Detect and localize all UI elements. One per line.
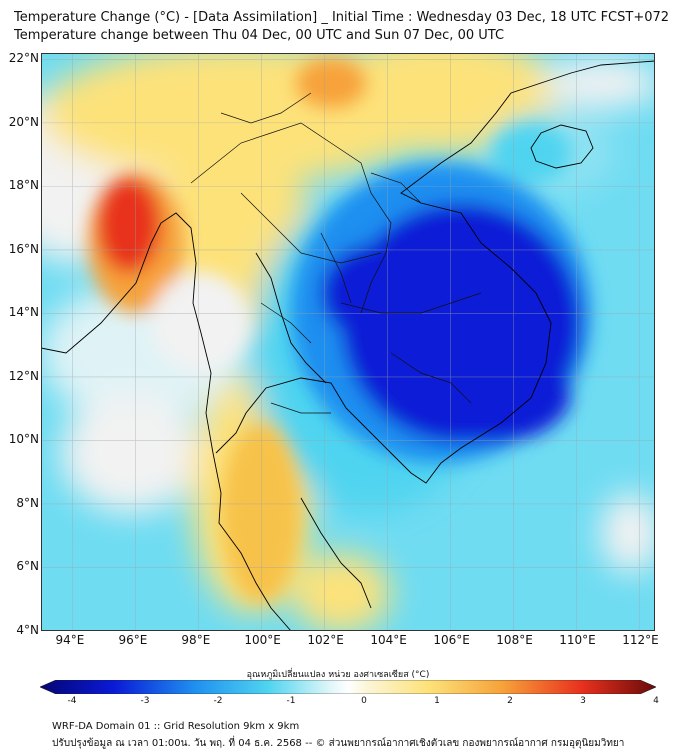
temperature-change-map[interactable] bbox=[41, 53, 655, 631]
lon-tick-label: 112°E bbox=[622, 633, 659, 647]
lat-tick-label: 12°N bbox=[8, 368, 39, 383]
lon-tick-label: 98°E bbox=[181, 633, 211, 647]
lon-tick-label: 94°E bbox=[55, 633, 85, 647]
lat-tick-label: 20°N bbox=[8, 114, 39, 129]
lon-tick-label: 104°E bbox=[370, 633, 407, 647]
footer-credit: ปรับปรุงข้อมูล ณ เวลา 01:00น. วัน พฤ. ที… bbox=[52, 738, 625, 749]
coastlines bbox=[41, 60, 655, 631]
lat-tick-label: 8°N bbox=[16, 495, 39, 510]
colorbar-graphic bbox=[39, 679, 657, 695]
lat-tick-label: 6°N bbox=[16, 559, 39, 574]
colorbar-tick-label: 0 bbox=[361, 696, 367, 706]
colorbar-tick-label: -2 bbox=[213, 696, 223, 706]
field-layer-detail bbox=[88, 58, 591, 603]
colorbar-tick-label: 4 bbox=[653, 696, 659, 706]
borders bbox=[190, 92, 482, 414]
graticule bbox=[41, 53, 655, 631]
lat-tick-label: 4°N bbox=[16, 623, 39, 637]
colorbar bbox=[39, 679, 657, 695]
colorbar-label: อุณหภูมิเปลี่ยนแปลง หน่วย องศาเซลเซียส (… bbox=[246, 670, 430, 680]
map-canvas bbox=[41, 53, 655, 631]
colorbar-tick-label: -1 bbox=[286, 696, 296, 706]
lon-tick-label: 108°E bbox=[496, 633, 533, 647]
colorbar-tick-label: 2 bbox=[507, 696, 513, 706]
lat-tick-label: 16°N bbox=[8, 241, 39, 256]
colorbar-tick-label: 1 bbox=[434, 696, 440, 706]
lon-tick-label: 100°E bbox=[244, 633, 281, 647]
footer-model-info: WRF-DA Domain 01 :: Grid Resolution 9km … bbox=[52, 721, 300, 732]
colorbar-tick-label: -3 bbox=[140, 696, 150, 706]
colorbar-tick-label: -4 bbox=[67, 696, 77, 706]
colorbar-tick-label: 3 bbox=[580, 696, 586, 706]
chart-title: Temperature Change (°C) - [Data Assimila… bbox=[14, 10, 670, 25]
chart-subtitle: Temperature change between Thu 04 Dec, 0… bbox=[14, 28, 505, 43]
lon-tick-label: 110°E bbox=[559, 633, 596, 647]
lat-tick-label: 10°N bbox=[8, 432, 39, 447]
lon-tick-label: 96°E bbox=[118, 633, 148, 647]
lon-tick-label: 102°E bbox=[307, 633, 344, 647]
lon-tick-label: 106°E bbox=[433, 633, 470, 647]
lat-tick-label: 14°N bbox=[8, 305, 39, 320]
lat-tick-label: 22°N bbox=[8, 51, 39, 66]
lat-tick-label: 18°N bbox=[8, 178, 39, 193]
